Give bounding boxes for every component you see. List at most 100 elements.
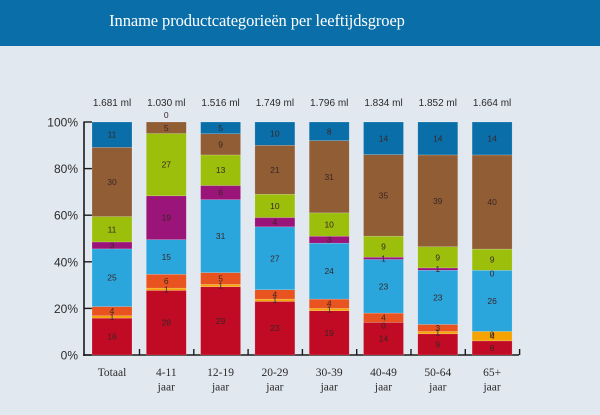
axes: 0% 20% 40% 60% 80% 100% [47, 116, 521, 363]
segment-value-label: 23 [379, 281, 389, 291]
bar-segment-purple [363, 256, 404, 260]
segment-value-label: 31 [324, 172, 334, 182]
bar-segment-red [363, 322, 404, 356]
bar-segment-brown [254, 145, 296, 195]
x-category-label: jaar [320, 382, 338, 394]
segment-value-label: 23 [270, 323, 280, 333]
segment-value-label: 29 [216, 316, 226, 326]
segment-value-label: 30 [107, 177, 117, 187]
segment-value-label: 1 [327, 305, 332, 315]
segment-value-label: 21 [270, 165, 280, 175]
segment-value-label: 10 [270, 129, 280, 139]
segment-value-label: 13 [216, 165, 226, 175]
segment-value-label: 26 [487, 296, 497, 306]
bar-segment-light-blue [254, 226, 296, 291]
segment-value-label: 24 [324, 266, 334, 276]
bar-4 [254, 121, 296, 356]
x-category-label: 65+ [483, 367, 501, 379]
segment-value-label: 5 [164, 123, 169, 133]
bar-segment-brown [363, 154, 404, 237]
bar-1 [91, 121, 133, 356]
segment-value-label: 14 [433, 133, 443, 143]
segment-value-label: 9 [381, 242, 386, 252]
segment-value-label: 11 [108, 130, 117, 140]
y-tick-label: 40% [54, 255, 78, 269]
segment-value-label: 31 [216, 231, 226, 241]
segment-value-label: 6 [164, 276, 169, 286]
segment-value-label: 27 [270, 253, 280, 263]
bar-total-label: 1.516 ml [201, 98, 239, 109]
bar-segment-light-blue [200, 199, 241, 273]
bar-segment-blue [254, 121, 296, 146]
bar-segment-light-blue [363, 259, 404, 314]
bar-segment-red [146, 290, 187, 356]
bars [91, 121, 513, 356]
bar-total-label: 1.681 ml [93, 98, 131, 109]
bar-5 [308, 121, 350, 356]
bar-6 [363, 121, 404, 356]
segment-value-label: 1 [218, 281, 223, 291]
segment-value-label: 3 [327, 235, 332, 245]
segment-value-label: 19 [324, 328, 334, 338]
bar-total-label: 1.852 ml [419, 98, 457, 109]
segment-value-label: 15 [162, 252, 172, 262]
bar-segment-light-blue [417, 270, 459, 325]
x-category-label: 50-64 [424, 367, 451, 379]
segment-value-label: 9 [435, 252, 440, 262]
segment-value-label: 5 [218, 123, 223, 133]
bar-segment-blue [200, 121, 241, 135]
bar-total-label: 1.030 ml [147, 98, 185, 109]
segment-value-label: 6 [490, 343, 495, 353]
y-tick-label: 0% [61, 349, 79, 363]
segment-value-label: 35 [379, 190, 389, 200]
segment-value-label: 10 [270, 201, 280, 211]
segment-value-label: 14 [379, 334, 389, 344]
segment-value-label: 0 [490, 268, 495, 278]
bar-segment-purple [91, 241, 133, 250]
segment-value-label: 4 [273, 217, 278, 227]
x-category-label: 30-39 [316, 367, 343, 379]
x-category-label: jaar [211, 382, 229, 394]
bar-segment-light-blue [471, 270, 513, 332]
x-category-label: 12-19 [207, 367, 234, 379]
segment-value-label: 19 [162, 213, 172, 223]
segment-value-label: 11 [108, 224, 117, 234]
x-category-label: jaar [428, 382, 446, 394]
bar-segment-red [254, 301, 296, 356]
segment-value-label: 1 [381, 253, 386, 263]
segment-value-label: 0 [381, 320, 386, 330]
bar-3 [200, 121, 241, 356]
bar-segment-blue [417, 121, 459, 156]
bar-segment-brown [91, 147, 133, 217]
y-tick-label: 80% [54, 162, 78, 176]
segment-value-label: 27 [162, 160, 172, 170]
bar-total-label: 1.796 ml [310, 98, 348, 109]
x-category-label: 20-29 [261, 367, 288, 379]
bar-segment-blue [308, 121, 350, 141]
x-category-label: 40-49 [370, 367, 397, 379]
bar-segment-green [417, 246, 459, 269]
bar-total-label: 1.749 ml [256, 98, 294, 109]
y-tick-label: 60% [54, 209, 78, 223]
bar-segment-light-blue [308, 242, 350, 300]
segment-value-label: 3 [110, 240, 115, 250]
segment-value-label: 40 [487, 197, 497, 207]
segment-value-label: 25 [107, 273, 117, 283]
bar-segment-red [200, 286, 241, 356]
segment-value-label: 14 [379, 133, 389, 143]
bar-total-label: 1.664 ml [473, 98, 511, 109]
segment-value-label: 4 [273, 289, 278, 299]
segment-value-label: 1 [273, 295, 278, 305]
segment-value-label: 1 [435, 328, 440, 338]
segment-value-label: 28 [162, 318, 172, 328]
segment-value-label: 6 [218, 188, 223, 198]
segment-value-label: 3 [435, 323, 440, 333]
segment-value-label: 4 [490, 331, 495, 341]
segment-value-label: 5 [218, 274, 223, 284]
x-category-label: Totaal [98, 367, 127, 379]
y-tick-label: 20% [54, 302, 78, 316]
bar-segment-blue [471, 121, 513, 156]
x-category-label: jaar [374, 382, 392, 394]
bar-7 [417, 121, 459, 356]
